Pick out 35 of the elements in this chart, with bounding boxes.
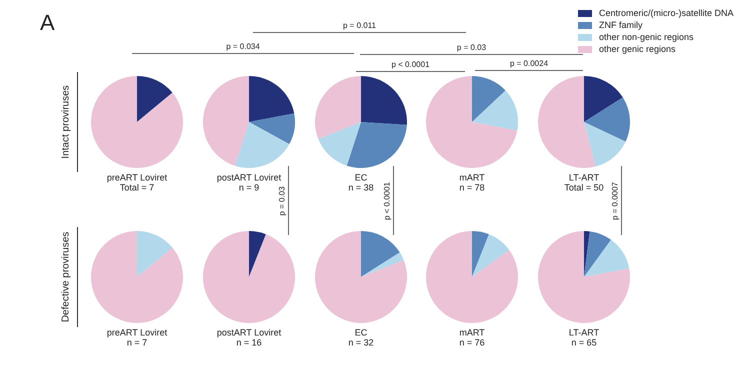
text: p = 0.0024 <box>510 59 548 68</box>
text: preART Loviret <box>106 328 168 338</box>
text: p = 0.03 <box>456 43 486 52</box>
text: p = 0.03 <box>278 186 286 216</box>
text: n = 32 <box>348 338 374 348</box>
text: Intact proviruses <box>60 85 72 159</box>
text: LT-ART <box>568 328 600 338</box>
text: Defective proviruses <box>60 232 72 322</box>
text: EC <box>354 328 368 338</box>
text: n = 38 <box>348 182 374 192</box>
text: p = 0.0007 <box>610 181 620 220</box>
legend-label: other genic regions <box>599 44 676 54</box>
text: n = 16 <box>236 338 262 348</box>
text: postART Loviret <box>216 172 282 182</box>
text: Total = 7 <box>120 182 154 192</box>
text: n = 9 <box>238 182 260 192</box>
text: n = 65 <box>571 338 597 348</box>
text: n = 7 <box>126 338 148 348</box>
text: A <box>40 10 55 36</box>
text: postART Loviret <box>216 328 282 338</box>
legend-label: ZNF family <box>599 20 642 30</box>
text: n = 78 <box>459 182 485 192</box>
text: p < 0.0001 <box>382 181 392 220</box>
text: Total = 50 <box>564 182 604 192</box>
text: preART Loviret <box>106 172 168 182</box>
text: p = 0.011 <box>343 21 376 30</box>
text: p < 0.0001 <box>391 60 430 69</box>
text: p = 0.034 <box>226 42 260 51</box>
text: mART <box>459 172 486 182</box>
text: LT-ART <box>568 172 600 182</box>
legend-label: other non-genic regions <box>599 32 694 42</box>
text: mART <box>459 328 486 338</box>
text: n = 76 <box>459 338 485 348</box>
legend-label: Centromeric/(micro-)satellite DNA <box>599 8 734 18</box>
text: EC <box>354 172 368 182</box>
